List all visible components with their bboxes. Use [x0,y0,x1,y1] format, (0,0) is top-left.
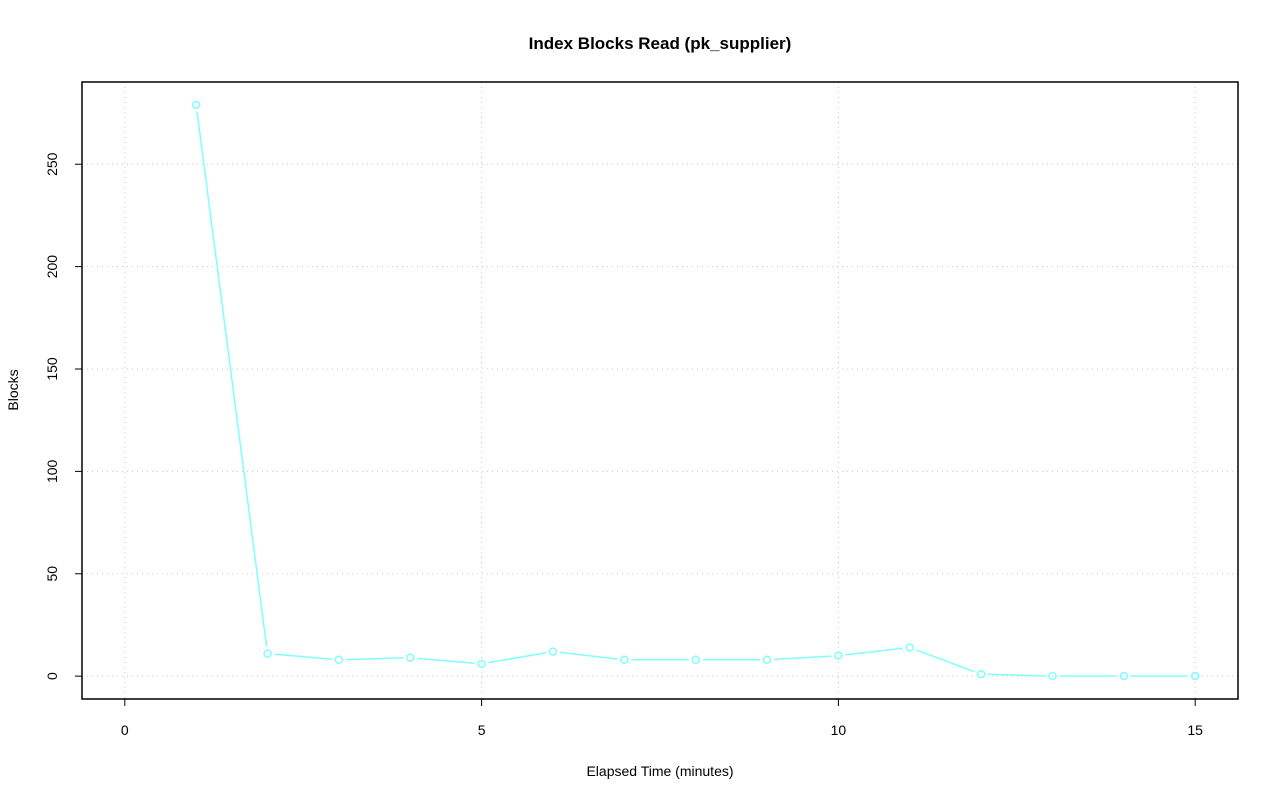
data-point [691,655,700,665]
data-point [334,655,344,665]
y-tick-label: 250 [44,152,60,176]
data-point [762,655,772,665]
grid [82,82,1238,699]
x-axis-label: Elapsed Time (minutes) [586,763,733,779]
plot-frame [81,81,1239,700]
data-point [191,100,201,110]
data-point [976,669,986,679]
data-point [263,649,272,658]
x-tick-label: 15 [1187,722,1203,738]
data-point [1048,671,1057,681]
data-point [405,653,415,662]
series-line-segment [916,649,975,673]
data-point [477,659,486,669]
series-line-segment [559,651,618,660]
y-axis-label: Blocks [5,369,21,410]
data-point [905,643,915,652]
data-point [1119,671,1129,681]
x-tick-label: 0 [121,722,129,738]
series-line-segment [345,657,404,661]
data-point [834,651,843,660]
series-line-segment [274,653,332,660]
x-tick-label: 5 [478,722,486,738]
data-point [548,647,558,656]
series-line-segment [417,657,475,665]
series-line-segment [773,655,832,661]
data-point [1190,671,1200,681]
series-line-segment [988,673,1046,677]
x-tick-label: 10 [831,722,847,738]
series [191,100,1200,681]
series-line-segment [196,111,268,647]
y-tick-label: 0 [44,672,60,680]
y-tick-label: 150 [44,357,60,381]
y-tick-label: 50 [44,566,60,582]
chart-title: Index Blocks Read (pk_supplier) [529,34,792,53]
series-line-segment [845,647,903,656]
y-tick-label: 200 [44,255,60,279]
data-point [620,655,629,665]
y-tick-label: 100 [44,459,60,483]
series-line-segment [488,652,547,664]
